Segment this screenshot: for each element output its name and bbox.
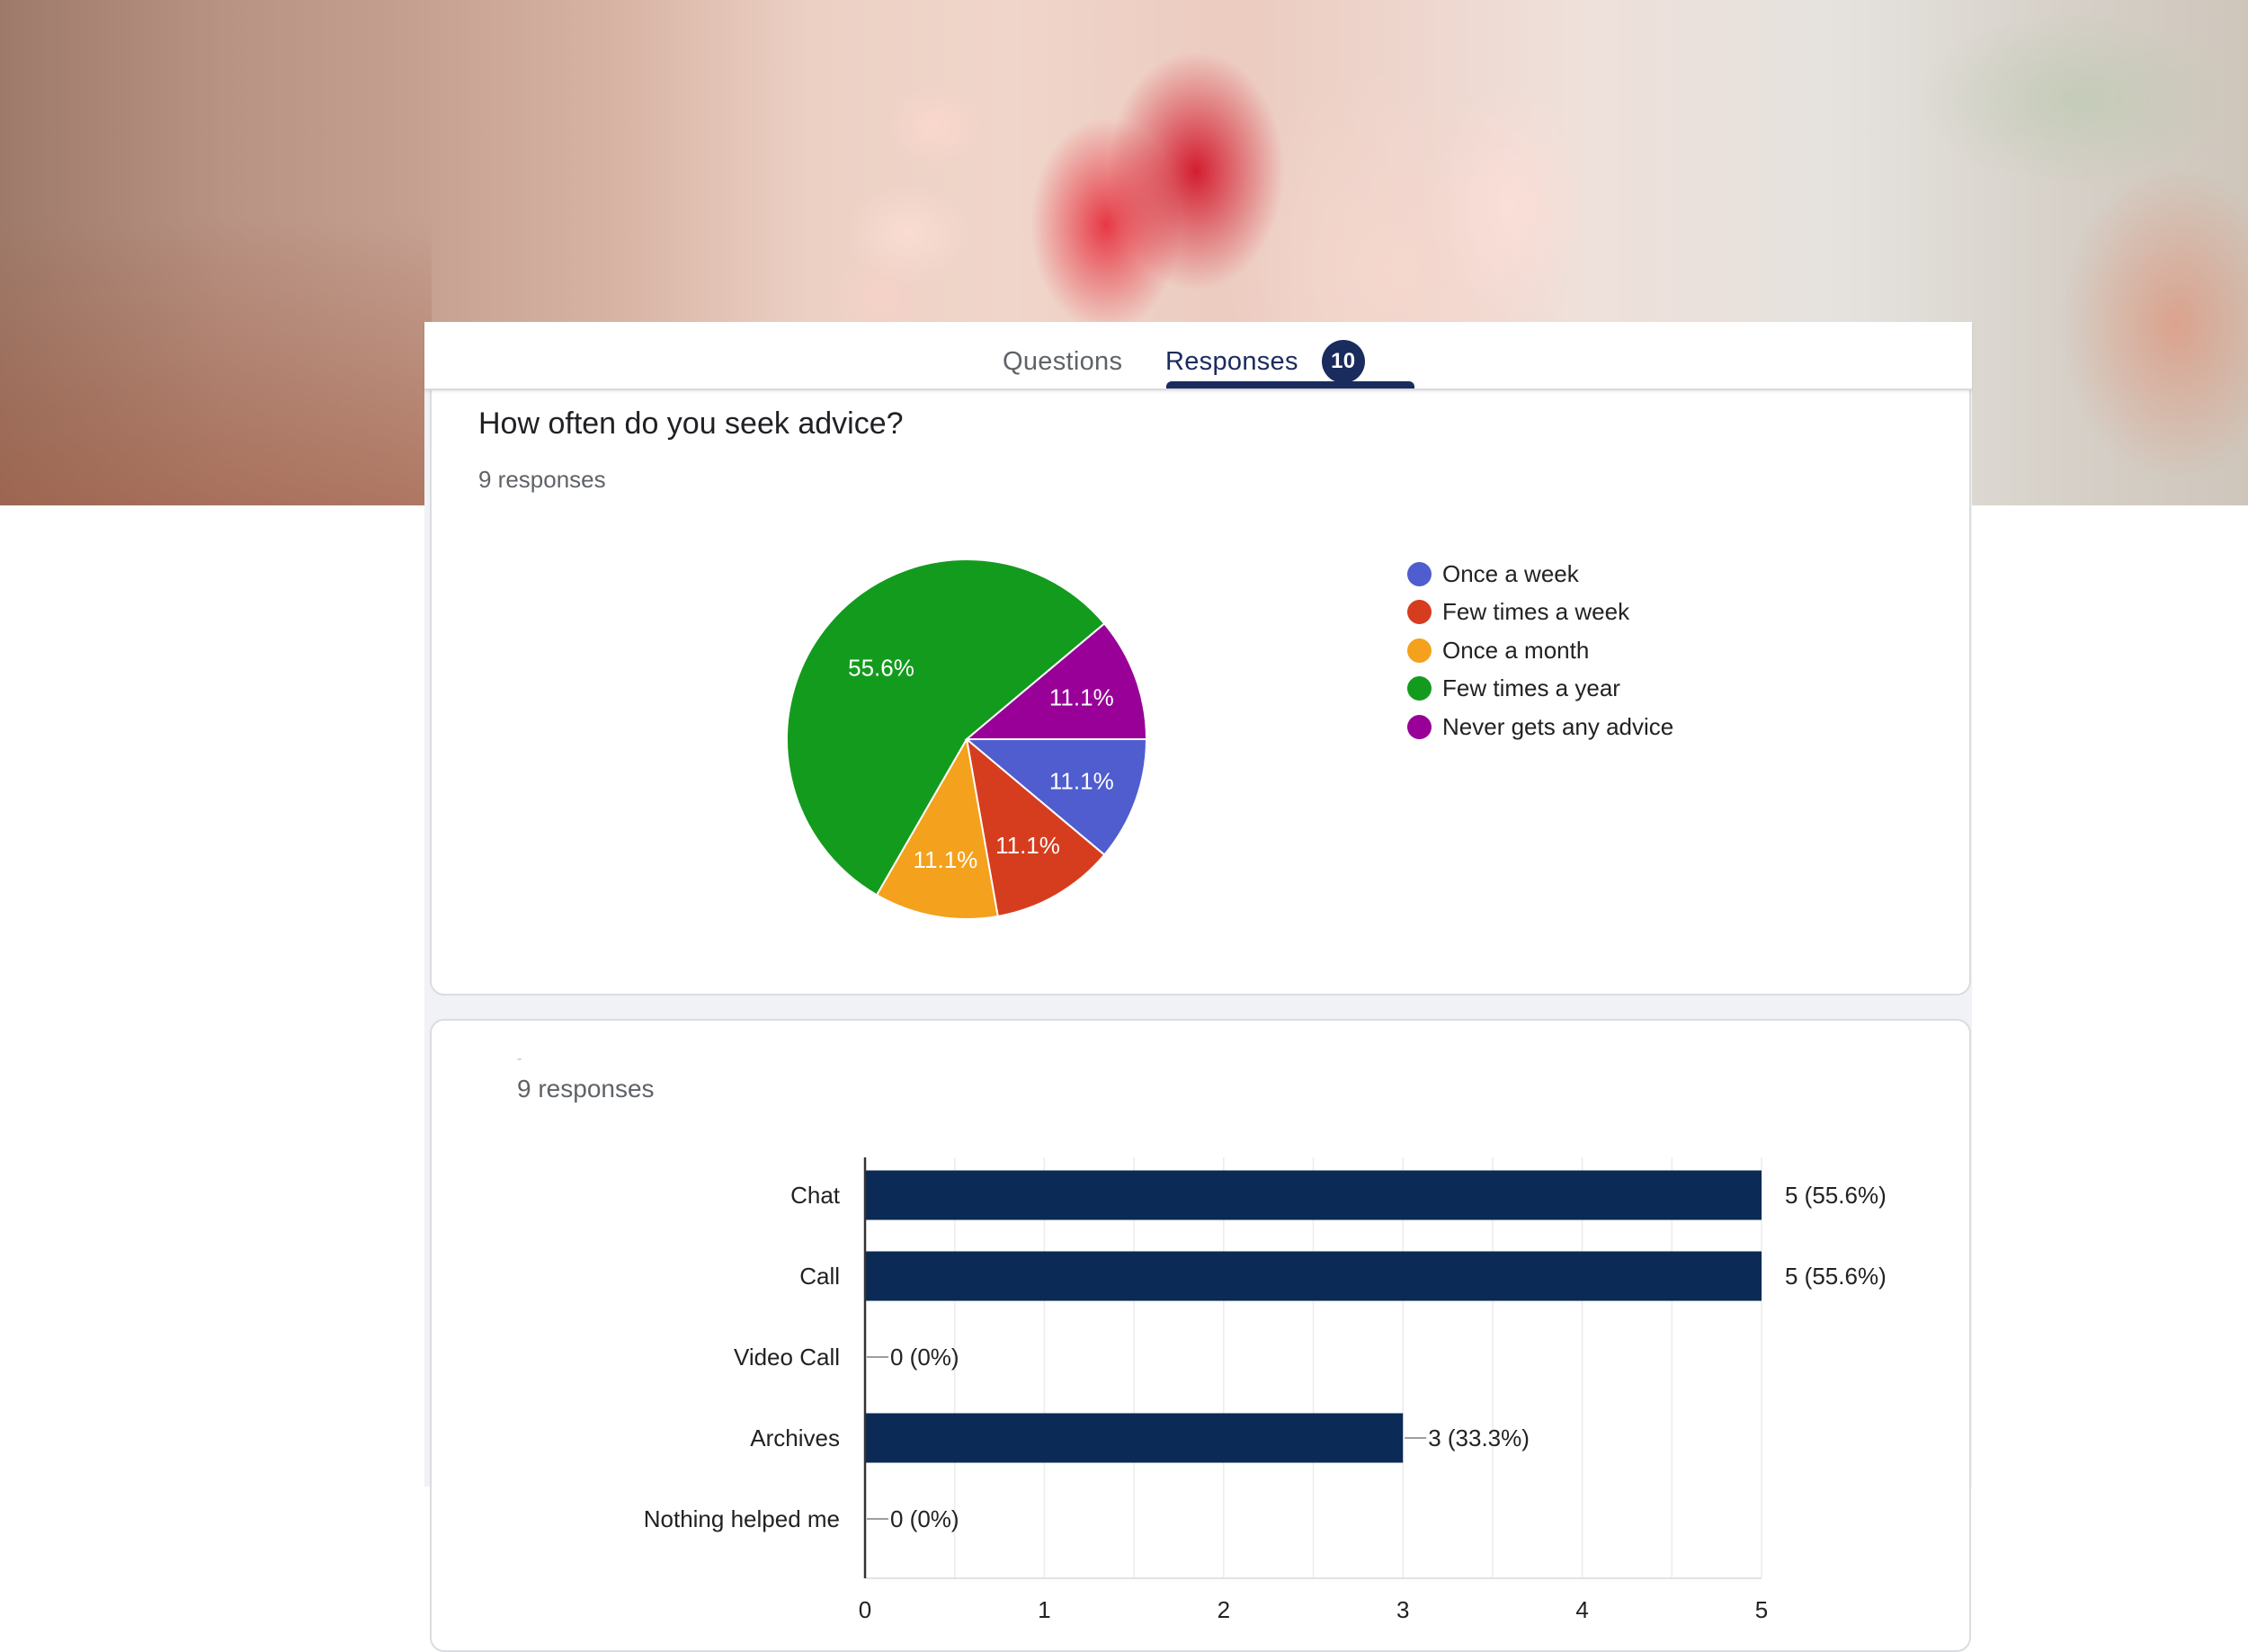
legend-color-dot-icon [1407,600,1432,625]
x-axis-tick-label: 3 [1396,1596,1409,1623]
bar-chart: Chat 5 (55.6%) Call 5 (55.6%) Video Call 0 (0… [644,1157,1887,1623]
legend-color-dot-icon [1407,561,1432,586]
tab-responses-label: Responses [1165,346,1298,376]
bar-category-label: Nothing helped me [644,1505,840,1532]
x-axis-tick-label: 1 [1038,1596,1050,1623]
legend-label: Few times a week [1442,598,1630,626]
pie-slice-few-times-a-year[interactable] [786,558,1106,897]
active-tab-indicator [1166,381,1414,388]
legend-item[interactable]: Few times a year [1407,670,1673,709]
bar-category-label: Video Call [734,1344,840,1371]
response-count: 9 responses [478,466,606,493]
x-axis-tick-label: 4 [1575,1596,1588,1623]
x-axis-tick-label: 0 [859,1596,871,1623]
legend-color-dot-icon [1407,714,1432,739]
pie-slice-label: 11.1% [913,846,977,873]
x-axis-tick-label: 2 [1218,1596,1230,1623]
legend-color-dot-icon [1407,638,1432,663]
legend-item[interactable]: Never gets any advice [1407,708,1673,746]
bar-category-label: Call [799,1263,840,1290]
question-card-seek-advice: How often do you seek advice? 9 response… [430,378,1971,996]
bar-category-label: Archives [750,1424,840,1451]
legend-item[interactable]: Once a week [1407,555,1673,594]
tab-questions[interactable]: Questions [1003,335,1122,388]
pie-slice-label: 11.1% [1049,768,1114,795]
question-title: - [517,1051,522,1067]
bar-call[interactable] [865,1251,1762,1301]
bar-category-label: Chat [790,1182,841,1209]
bar-value-label: 0 (0%) [890,1505,959,1532]
legend-color-dot-icon [1407,676,1432,701]
legend-label: Once a month [1442,636,1590,664]
banner-shade [0,216,432,505]
pie-slice-once-a-month[interactable] [875,737,999,920]
responses-count-badge: 10 [1321,340,1365,383]
question-title: How often do you seek advice? [478,406,904,441]
tab-bar: Questions Responses 10 [424,322,1972,390]
legend-label: Once a week [1442,559,1579,587]
pie-slice-label: 11.1% [1049,683,1114,710]
pie-slice-label: 11.1% [995,832,1060,859]
pie-slice-few-times-a-week[interactable] [965,737,1106,918]
legend-item[interactable]: Few times a week [1407,594,1673,632]
response-count: 9 responses [517,1075,655,1103]
pie-slice-never-gets-any-advice[interactable] [964,622,1148,740]
question-card-help-channels: - 9 responses Chat 5 (55.6%) Call 5 (55.6%)… [430,1019,1971,1652]
bar-value-label: 5 (55.6%) [1785,1182,1887,1209]
legend-label: Few times a year [1442,674,1620,702]
bar-chat[interactable] [865,1170,1762,1220]
pie-slice-label: 55.6% [848,654,914,681]
tab-questions-label: Questions [1003,346,1123,376]
legend-label: Never gets any advice [1442,712,1674,740]
pie-chart: 11.1% 11.1% 11.1% 55.6% 11.1% [782,555,1151,924]
pie-slice-once-a-week[interactable] [964,738,1148,856]
pie-chart-svg: 11.1% 11.1% 11.1% 55.6% 11.1% [786,558,1148,920]
x-axis-tick-label: 5 [1755,1596,1768,1623]
bar-value-label: 5 (55.6%) [1785,1263,1887,1290]
legend-item[interactable]: Once a month [1407,631,1673,670]
bar-value-label: 3 (33.3%) [1428,1424,1530,1451]
pie-legend: Once a week Few times a week Once a month F… [1407,555,1673,746]
bar-value-label: 0 (0%) [890,1344,959,1371]
bar-archives[interactable] [865,1413,1404,1463]
tab-responses[interactable]: Responses 10 [1165,335,1365,388]
